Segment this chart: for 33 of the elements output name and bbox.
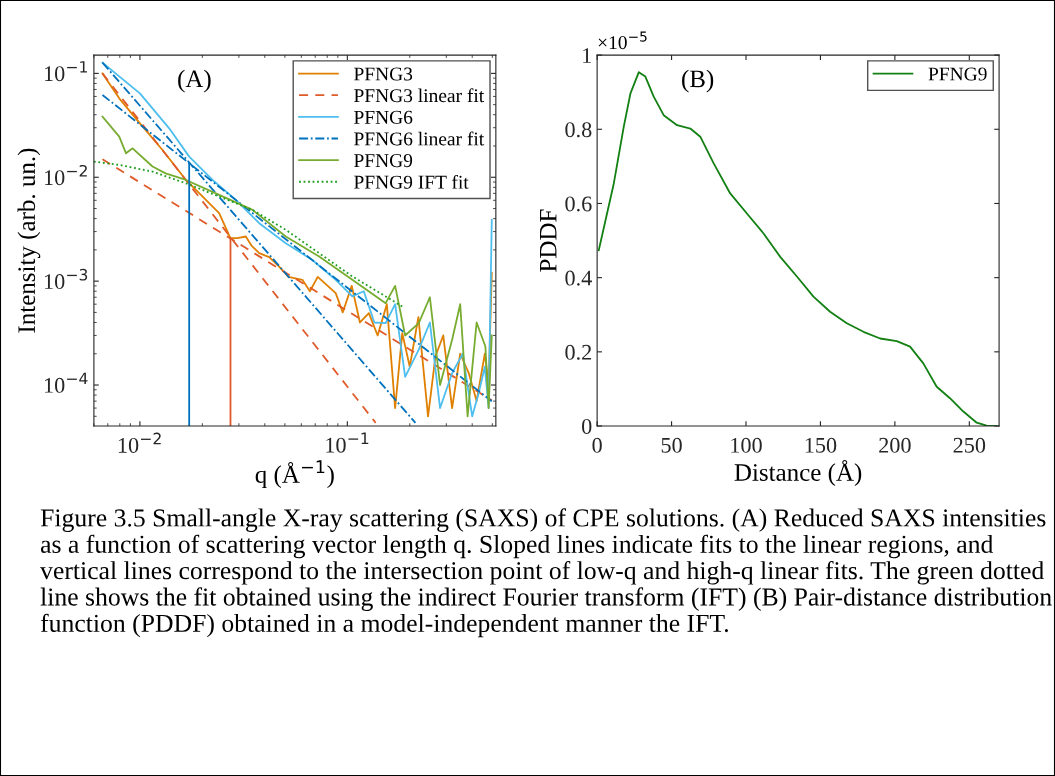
y-tick-label: 0.6 (565, 196, 592, 212)
y-tick-label: 1 (583, 48, 591, 63)
legend-label: PFNG6 (354, 110, 413, 124)
y-tick-label: 0.4 (565, 270, 592, 286)
y-tick-label: 0.8 (565, 122, 592, 138)
x-tick-label: 100 (731, 437, 762, 453)
legend-label: PFNG9 (928, 67, 987, 81)
text: ×10$^{−5}$ (598, 31, 647, 50)
legend-label: PFNG6 linear fit (354, 131, 485, 146)
annotation: (A) (178, 69, 211, 93)
y-tick-label: 10$^{−2}$ (44, 164, 87, 186)
y-tick-label: 10$^{−1}$ (44, 61, 87, 82)
legend-label: PFNG9 IFT fit (354, 174, 469, 189)
x-tick-label: 0 (592, 437, 602, 453)
caption: Figure 3.5 Small-angle X-ray scattering (SAXS) of CPE solutions. (A) Reduced SAXS intensities as a function of scattering vector length q. Sloped lines indicate fits to the linear regions, and vertical lines correspond to the intersection point of low-q and high-q linear fits. The green dotted line shows the fit obtained using the indirect Fourier transform (IFT) (B) Pair-distance distribution function (PDDF) obtained in a model-independent manner the IFT. (40, 508, 1052, 638)
x-tick-label: 200 (879, 437, 911, 453)
x-tick-label: 10$^{−2}$ (118, 432, 161, 453)
legend-label: PFNG3 linear fit (354, 88, 485, 103)
legend-label: PFNG9 (354, 154, 413, 168)
y-tick-label: 0 (582, 418, 592, 434)
y-axis-title: Intensity (arb. un.) (17, 148, 41, 333)
x-axis-title: Distance (Å) (734, 460, 862, 486)
y-tick-label: 10$^{−3}$ (44, 268, 88, 290)
x-tick-label: 50 (661, 437, 682, 453)
y-tick-label: 0.2 (565, 344, 592, 360)
x-tick-label: 10$^{−1}$ (326, 432, 369, 453)
annotation: (B) (682, 69, 714, 93)
x-tick-label: 250 (953, 437, 986, 453)
y-tick-label: 10$^{−4}$ (44, 372, 88, 393)
y-axis-title: PDDF (540, 209, 557, 272)
legend-label: PFNG3 (354, 67, 413, 81)
x-tick-label: 150 (805, 437, 837, 453)
x-axis-title: q (Å$^{−1}$) (255, 460, 334, 489)
